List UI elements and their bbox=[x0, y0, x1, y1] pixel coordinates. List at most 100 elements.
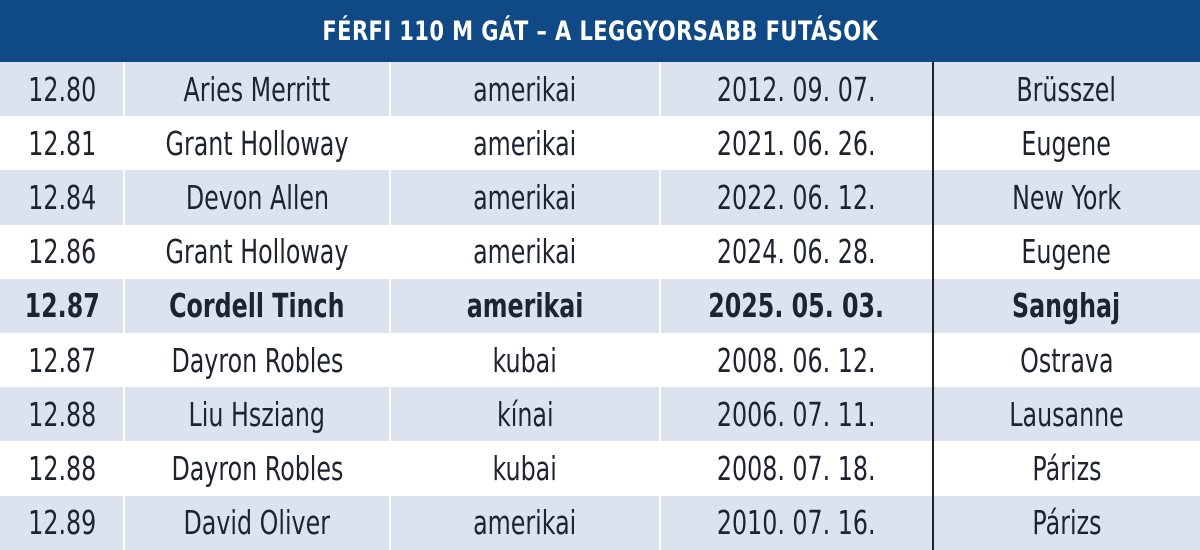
venue-cell: Lausanne bbox=[933, 395, 1200, 434]
nationality-cell-text: kubai bbox=[492, 448, 558, 488]
nationality-cell-text: kínai bbox=[496, 394, 554, 434]
athlete-cell: David Oliver bbox=[124, 503, 390, 542]
athlete-cell: Aries Merritt bbox=[124, 70, 390, 109]
venue-cell-text: Ostrava bbox=[1019, 340, 1114, 380]
time-cell: 12.84 bbox=[0, 178, 124, 217]
table-row: 12.88 Liu Hsziang kínai 2006. 07. 11. Lausan… bbox=[0, 387, 1200, 442]
date-cell: 2008. 07. 18. bbox=[660, 449, 933, 488]
athlete-cell: Grant Holloway bbox=[124, 124, 390, 163]
column-divider bbox=[389, 62, 391, 550]
time-cell-text: 12.88 bbox=[27, 448, 97, 488]
date-cell-text: 2010. 07. 16. bbox=[717, 503, 876, 543]
venue-cell: Párizs bbox=[933, 449, 1200, 488]
time-cell: 12.80 bbox=[0, 70, 124, 109]
table-row: 12.87 Cordell Tinch amerikai 2025. 05. 03. S… bbox=[0, 278, 1200, 333]
venue-cell-text: Sanghaj bbox=[1012, 286, 1121, 326]
date-cell-text: 2022. 06. 12. bbox=[717, 177, 876, 217]
table-row: 12.87 Dayron Robles kubai 2008. 06. 12. Ostr… bbox=[0, 332, 1200, 388]
table-row: 12.88 Dayron Robles kubai 2008. 07. 18. Pári… bbox=[0, 441, 1200, 496]
nationality-cell-text: amerikai bbox=[473, 123, 577, 163]
athlete-cell-text: Devon Allen bbox=[185, 177, 329, 217]
nationality-cell: amerikai bbox=[390, 286, 660, 325]
date-cell: 2008. 06. 12. bbox=[660, 341, 933, 380]
nationality-cell: kínai bbox=[390, 395, 660, 434]
nationality-cell-text: kubai bbox=[492, 340, 558, 380]
time-cell: 12.89 bbox=[0, 503, 124, 542]
column-divider-dark bbox=[932, 62, 934, 550]
date-cell: 2010. 07. 16. bbox=[660, 503, 933, 542]
table-row: 12.81 Grant Holloway amerikai 2021. 06. 26.… bbox=[0, 116, 1200, 171]
venue-cell: Eugene bbox=[933, 232, 1200, 271]
time-cell-text: 12.84 bbox=[27, 177, 97, 217]
venue-cell-text: Eugene bbox=[1021, 123, 1112, 163]
athlete-cell: Dayron Robles bbox=[124, 341, 390, 380]
nationality-cell-text: amerikai bbox=[473, 232, 577, 272]
venue-cell: Sanghaj bbox=[933, 286, 1200, 325]
nationality-cell: amerikai bbox=[390, 124, 660, 163]
date-cell: 2025. 05. 03. bbox=[660, 286, 933, 325]
nationality-cell-text: amerikai bbox=[466, 286, 584, 326]
time-cell-text: 12.87 bbox=[24, 286, 100, 326]
table-title-bar: FÉRFI 110 M GÁT – A LEGGYORSABB FUTÁSOK bbox=[0, 0, 1200, 62]
athlete-cell-text: David Oliver bbox=[183, 503, 331, 543]
venue-cell: Párizs bbox=[933, 503, 1200, 542]
time-cell: 12.87 bbox=[0, 286, 124, 325]
nationality-cell-text: amerikai bbox=[473, 177, 577, 217]
athlete-cell: Cordell Tinch bbox=[124, 286, 390, 325]
date-cell-text: 2008. 07. 18. bbox=[717, 448, 876, 488]
venue-cell: New York bbox=[933, 178, 1200, 217]
time-cell-text: 12.81 bbox=[27, 123, 97, 163]
time-cell-text: 12.80 bbox=[27, 69, 97, 109]
results-table: 12.80 Aries Merritt amerikai 2012. 09. 07. B… bbox=[0, 62, 1200, 550]
nationality-cell: amerikai bbox=[390, 178, 660, 217]
date-cell-text: 2021. 06. 26. bbox=[717, 123, 876, 163]
time-cell-text: 12.88 bbox=[27, 394, 97, 434]
nationality-cell: amerikai bbox=[390, 70, 660, 109]
venue-cell-text: Eugene bbox=[1021, 232, 1112, 272]
athlete-cell-text: Liu Hsziang bbox=[188, 394, 326, 434]
athlete-cell-text: Cordell Tinch bbox=[169, 286, 345, 326]
venue-cell-text: Brüsszel bbox=[1016, 69, 1117, 109]
date-cell: 2012. 09. 07. bbox=[660, 70, 933, 109]
venue-cell: Eugene bbox=[933, 124, 1200, 163]
venue-cell-text: Lausanne bbox=[1009, 394, 1124, 434]
time-cell-text: 12.89 bbox=[27, 503, 97, 543]
date-cell-text: 2012. 09. 07. bbox=[717, 69, 876, 109]
nationality-cell: kubai bbox=[390, 341, 660, 380]
table-row: 12.84 Devon Allen amerikai 2022. 06. 12. New… bbox=[0, 170, 1200, 225]
time-cell: 12.88 bbox=[0, 449, 124, 488]
time-cell: 12.81 bbox=[0, 124, 124, 163]
athlete-cell-text: Grant Holloway bbox=[165, 123, 349, 163]
athlete-cell: Grant Holloway bbox=[124, 232, 390, 271]
nationality-cell: amerikai bbox=[390, 232, 660, 271]
column-divider bbox=[659, 62, 661, 550]
nationality-cell-text: amerikai bbox=[473, 69, 577, 109]
table-title: FÉRFI 110 M GÁT – A LEGGYORSABB FUTÁSOK bbox=[322, 15, 878, 47]
table-row: 12.86 Grant Holloway amerikai 2024. 06. 28.… bbox=[0, 224, 1200, 279]
table-row: 12.89 David Oliver amerikai 2010. 07. 16. Pá… bbox=[0, 495, 1200, 550]
athlete-cell: Liu Hsziang bbox=[124, 395, 390, 434]
time-cell-text: 12.87 bbox=[27, 340, 97, 380]
table-row: 12.80 Aries Merritt amerikai 2012. 09. 07. B… bbox=[0, 62, 1200, 117]
nationality-cell: amerikai bbox=[390, 503, 660, 542]
date-cell: 2006. 07. 11. bbox=[660, 395, 933, 434]
venue-cell-text: Párizs bbox=[1031, 448, 1102, 488]
date-cell-text: 2008. 06. 12. bbox=[717, 340, 876, 380]
athlete-cell: Dayron Robles bbox=[124, 449, 390, 488]
column-divider bbox=[123, 62, 125, 550]
nationality-cell-text: amerikai bbox=[473, 503, 577, 543]
venue-cell-text: New York bbox=[1012, 177, 1121, 217]
date-cell-text: 2024. 06. 28. bbox=[717, 232, 876, 272]
athlete-cell: Devon Allen bbox=[124, 178, 390, 217]
venue-cell-text: Párizs bbox=[1031, 503, 1102, 543]
time-cell: 12.88 bbox=[0, 395, 124, 434]
date-cell-text: 2025. 05. 03. bbox=[708, 286, 885, 326]
athlete-cell-text: Aries Merritt bbox=[183, 69, 331, 109]
date-cell: 2021. 06. 26. bbox=[660, 124, 933, 163]
athlete-cell-text: Grant Holloway bbox=[165, 232, 349, 272]
date-cell-text: 2006. 07. 11. bbox=[717, 394, 876, 434]
venue-cell: Ostrava bbox=[933, 341, 1200, 380]
time-cell: 12.87 bbox=[0, 341, 124, 380]
venue-cell: Brüsszel bbox=[933, 70, 1200, 109]
